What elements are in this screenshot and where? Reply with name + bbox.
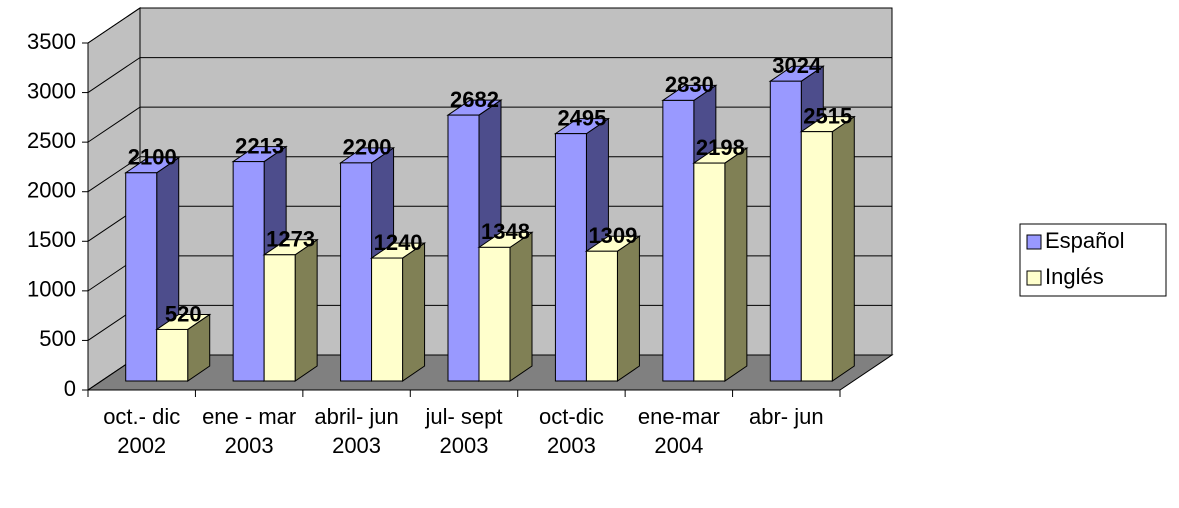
y-tick-label: 1500 — [27, 227, 76, 252]
value-label: 1273 — [266, 227, 315, 252]
value-label: 2200 — [343, 135, 392, 160]
bar — [340, 162, 373, 382]
bar — [156, 328, 189, 382]
bar — [800, 131, 833, 382]
bar — [125, 172, 158, 382]
x-tick-label: ene-mar 2004 — [637, 404, 720, 458]
value-label: 2830 — [665, 72, 714, 97]
x-tick-label: oct.- dic 2002 — [103, 404, 181, 458]
value-label: 2495 — [557, 105, 606, 130]
y-tick-label: 3500 — [27, 29, 76, 54]
bar-side — [724, 147, 748, 382]
bar-side — [616, 235, 640, 382]
bar — [693, 162, 726, 382]
y-tick-label: 2500 — [27, 128, 76, 153]
bar-side — [294, 238, 318, 382]
grid-line — [87, 106, 892, 143]
grid-line — [87, 7, 892, 44]
x-tick-label: jul- sept 2003 — [425, 404, 503, 458]
value-label: 2100 — [128, 145, 177, 170]
bar — [769, 80, 802, 382]
value-label: 2213 — [235, 133, 284, 158]
bar — [662, 99, 695, 382]
legend-label: Español — [1045, 228, 1125, 253]
bar-side — [831, 115, 855, 382]
value-label: 1348 — [481, 219, 530, 244]
legend-box — [1019, 223, 1167, 297]
y-tick-label: 500 — [39, 326, 76, 351]
x-tick-label: abril- jun 2003 — [314, 404, 399, 458]
bar — [478, 246, 511, 382]
legend-swatch — [1026, 234, 1042, 250]
value-label: 2682 — [450, 87, 499, 112]
bar — [263, 254, 296, 382]
x-tick-label: ene - mar 2003 — [202, 404, 297, 458]
bar-side — [509, 231, 533, 382]
value-label: 520 — [165, 301, 202, 326]
bar — [371, 257, 404, 382]
value-label: 3024 — [772, 53, 822, 78]
bar — [554, 133, 587, 382]
y-tick-label: 3000 — [27, 78, 76, 103]
y-tick-label: 0 — [64, 376, 76, 401]
value-label: 1309 — [588, 223, 637, 248]
y-tick-label: 2000 — [27, 178, 76, 203]
x-tick-label: oct-dic 2003 — [539, 404, 604, 458]
bar — [232, 161, 265, 382]
value-label: 2515 — [803, 103, 852, 128]
legend-label: Inglés — [1045, 264, 1104, 289]
legend-swatch — [1026, 270, 1042, 286]
y-tick-label: 1000 — [27, 277, 76, 302]
grid-line — [87, 156, 892, 193]
bar — [447, 114, 480, 382]
bar — [585, 250, 618, 382]
value-label: 2198 — [696, 135, 745, 160]
grid-line — [87, 57, 892, 93]
value-label: 1240 — [374, 230, 423, 255]
x-tick-label: abr- jun — [748, 404, 824, 429]
bar-side — [402, 242, 426, 382]
